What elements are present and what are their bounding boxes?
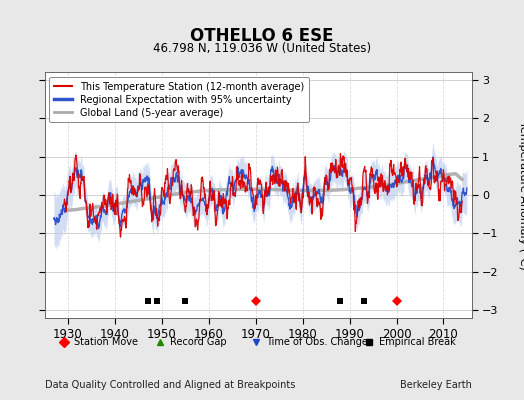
Text: Station Move: Station Move: [73, 338, 138, 347]
Text: Record Gap: Record Gap: [170, 338, 226, 347]
Text: Time of Obs. Change: Time of Obs. Change: [266, 338, 368, 347]
Legend: This Temperature Station (12-month average), Regional Expectation with 95% uncer: This Temperature Station (12-month avera…: [49, 77, 309, 122]
Text: Empirical Break: Empirical Break: [379, 338, 456, 347]
Text: Berkeley Earth: Berkeley Earth: [400, 380, 472, 390]
Text: 46.798 N, 119.036 W (United States): 46.798 N, 119.036 W (United States): [153, 42, 371, 55]
Text: Data Quality Controlled and Aligned at Breakpoints: Data Quality Controlled and Aligned at B…: [45, 380, 295, 390]
Y-axis label: Temperature Anomaly (°C): Temperature Anomaly (°C): [518, 121, 524, 269]
Text: OTHELLO 6 ESE: OTHELLO 6 ESE: [190, 27, 334, 45]
